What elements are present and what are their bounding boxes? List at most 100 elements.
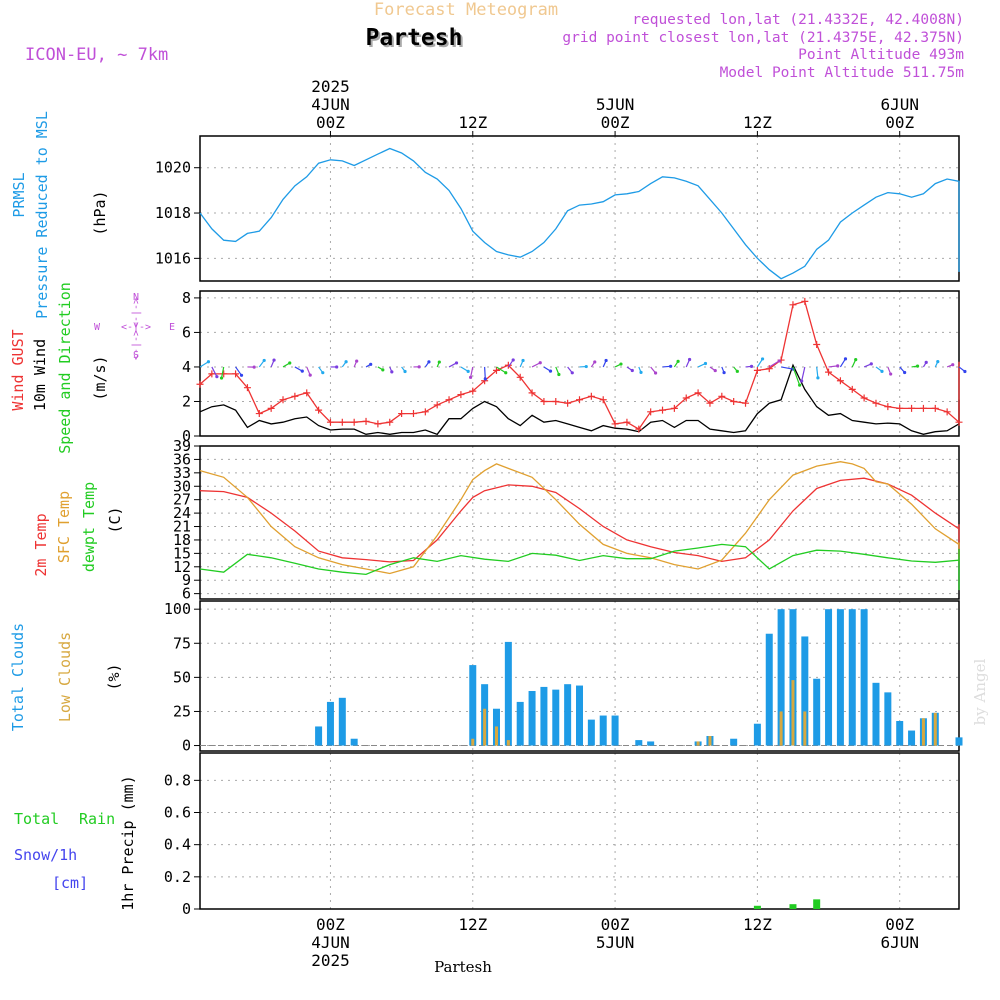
gust-marker [682, 394, 690, 402]
total-cloud-bar [765, 633, 773, 746]
wind-dir-arrow [768, 360, 780, 368]
y-tick-label: 15 [173, 544, 191, 562]
clouds-unit: (%) [105, 663, 123, 690]
wind-dir-arrow-head [760, 357, 765, 361]
gust-marker [208, 370, 216, 378]
gust-marker [492, 366, 500, 374]
compass-ns-arrow-top: <-|-> [131, 298, 142, 328]
wind-dir-arrow [484, 366, 486, 379]
gust-marker [789, 301, 797, 309]
wind-dir-arrow-head [604, 358, 608, 363]
watermark: by Angel [971, 658, 989, 725]
wind-dir-arrow [211, 366, 218, 377]
total-cloud-bar [576, 685, 583, 746]
gust-marker [825, 368, 833, 376]
y-tick-label: 27 [173, 491, 191, 509]
gust-marker [528, 389, 536, 397]
gust-marker [552, 397, 560, 405]
total-cloud-bar [552, 689, 560, 746]
gust-marker [908, 404, 916, 412]
gust-marker [350, 418, 358, 426]
gust-marker [338, 418, 346, 426]
precip-rain-label: Rain [79, 810, 115, 828]
pressure-label-b: Pressure Reduced to MSL [33, 111, 51, 319]
total-cloud-bar [338, 697, 346, 746]
gust-marker [433, 401, 441, 409]
gust-marker [848, 385, 856, 393]
wind-dir-arrow-head [722, 370, 726, 375]
wind-dir-arrow-head [593, 360, 597, 364]
precip-total-label: Total [14, 810, 59, 828]
y-tick-label: 36 [173, 450, 191, 468]
gust-marker [884, 403, 892, 411]
gust-marker [943, 408, 951, 416]
temp-2m-line [199, 477, 960, 563]
total-cloud-bar [825, 609, 833, 746]
location-title-shadow: Partesh [368, 27, 465, 53]
gust-marker [326, 418, 334, 426]
bottom-time-label: 5JUN [596, 933, 635, 952]
wind-gust-label: Wind GUST [9, 329, 27, 410]
wind-dir-arrow-head [619, 362, 623, 366]
wind-dir-arrow [781, 366, 794, 370]
y-tick-label: 75 [173, 634, 191, 652]
wind-dir-arrow-head [252, 365, 256, 369]
location-title: Partesh [366, 25, 463, 51]
y-tick-label: 25 [173, 702, 191, 720]
bottom-time-axis: 00Z4JUN202512Z00Z5JUN12Z00Z6JUN12Z [311, 915, 919, 970]
total-cloud-bar [540, 686, 548, 746]
wind-dir-arrow-head [570, 371, 574, 375]
total-cloud-bar [587, 719, 595, 746]
wind-dir-arrow-head [669, 364, 673, 368]
wind-10m-label: 10m Wind [31, 339, 49, 411]
wind-dir-arrow-head [437, 360, 441, 364]
gust-marker [813, 341, 821, 349]
gust-marker [374, 420, 382, 428]
compass-ew-arrow: <-|-> [121, 322, 151, 333]
wind-unit: (m/s) [91, 355, 109, 400]
wind-dir-arrow-head [355, 359, 359, 363]
total-cloud-bar [872, 682, 880, 746]
bottom-time-label: 00Z [601, 915, 630, 934]
gust-marker [836, 377, 844, 385]
bottom-time-label: 6JUN [880, 933, 919, 952]
top-time-label: 00Z [316, 113, 345, 132]
wind-dir-arrow-head [454, 361, 459, 365]
gust-marker [611, 420, 619, 428]
wind-dir-arrow-head [215, 375, 219, 379]
gust-marker [955, 418, 963, 426]
gust-marker [647, 408, 655, 416]
total-cloud-bar [315, 726, 323, 746]
clouds-low-label: Low Clouds [56, 632, 74, 722]
wind-dir-arrow-head [369, 362, 373, 366]
wind-dir-arrow-head [511, 358, 515, 362]
gust-marker [706, 399, 714, 407]
gust-marker [694, 389, 702, 397]
requested-coords: requested lon,lat (21.4332E, 42.4008N) [632, 12, 964, 28]
wind-dir-arrow-head [777, 359, 781, 363]
temp-sfc-label: SFC Temp [55, 491, 73, 563]
grid-point-coords: grid point closest lon,lat (21.4375E, 42… [562, 30, 964, 46]
total-cloud-bar [848, 609, 856, 746]
wind-dir-arrow-head [468, 375, 473, 379]
wind-dir-arrow [235, 366, 243, 376]
wind-dir-arrow-head [713, 368, 717, 373]
gust-marker [315, 406, 323, 414]
wind-dir-arrow-head [816, 376, 820, 380]
temp-2m-label: 2m Temp [32, 513, 50, 576]
gust-marker [623, 418, 631, 426]
wind-dir-arrow-head [504, 371, 508, 375]
low-cloud-bar [471, 738, 475, 746]
panel-frame [199, 600, 960, 752]
total-cloud-bar [469, 665, 477, 746]
low-cloud-bar [933, 712, 937, 746]
top-time-label: 5JUN [596, 95, 635, 114]
bottom-time-label: 4JUN [311, 933, 350, 952]
wind-dir-arrow-head [288, 361, 292, 365]
wind-dir-arrow-head [924, 360, 928, 364]
gust-marker [919, 404, 927, 412]
wind-dir-arrow-head [869, 362, 873, 366]
wind-dir-arrow-head [548, 369, 553, 373]
gust-marker [540, 397, 548, 405]
